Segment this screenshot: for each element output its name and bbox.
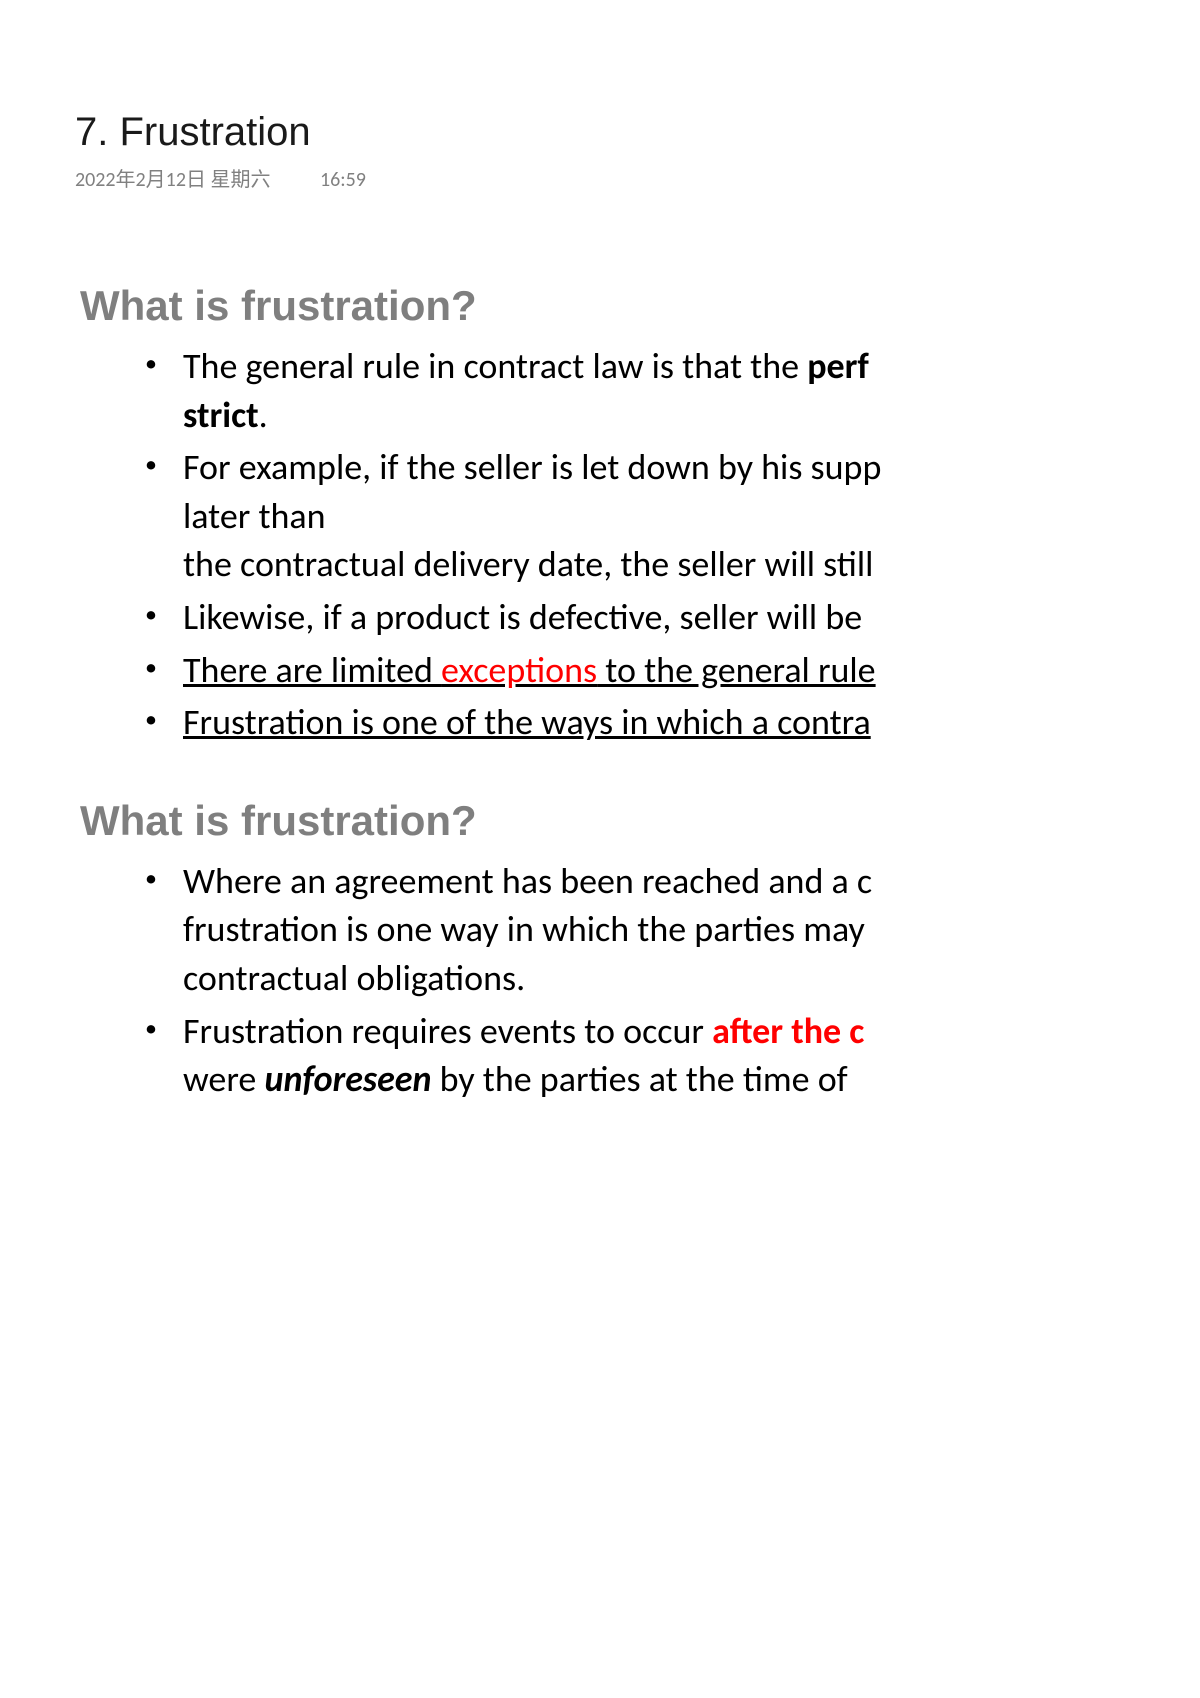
list-item: The general rule in contract law is that… — [145, 342, 1200, 439]
underline-text: There are limited exceptions to the gene… — [183, 648, 876, 692]
bold-text: strict — [183, 393, 259, 437]
text: frustration is one way in which the part… — [183, 907, 865, 951]
document-page: 7. Frustration 2022年2月12日 星期六 16:59 What… — [0, 0, 1200, 1104]
text: . — [259, 393, 268, 437]
list-item: Frustration requires events to occur aft… — [145, 1007, 1200, 1104]
bold-text: perf — [807, 344, 869, 388]
text: later than — [183, 494, 326, 538]
text: contractual obligations. — [183, 956, 525, 1000]
text: by the parties at the time of — [431, 1057, 847, 1101]
page-title: 7. Frustration — [75, 110, 1200, 155]
section-heading-1: What is frustration? — [80, 282, 1200, 330]
text: to the general rule — [597, 648, 875, 692]
text: the contractual delivery date, the selle… — [183, 542, 873, 586]
list-item: There are limited exceptions to the gene… — [145, 646, 1200, 695]
page-meta: 2022年2月12日 星期六 16:59 — [75, 163, 1200, 192]
bullet-list-2: Where an agreement has been reached and … — [75, 857, 1200, 1104]
list-item: Frustration is one of the ways in which … — [145, 698, 1200, 747]
meta-time: 16:59 — [320, 168, 366, 192]
bold-italic-text: unforeseen — [264, 1057, 431, 1101]
text: For example, if the seller is let down b… — [183, 445, 881, 489]
red-bold-text: after the c — [712, 1009, 864, 1053]
list-item: Where an agreement has been reached and … — [145, 857, 1200, 1003]
list-item: For example, if the seller is let down b… — [145, 443, 1200, 589]
text: Likewise, if a product is defective, sel… — [183, 595, 862, 639]
red-text: exceptions — [441, 648, 597, 692]
section-heading-2: What is frustration? — [80, 797, 1200, 845]
underline-text: Frustration is one of the ways in which … — [183, 700, 871, 744]
text: Where an agreement has been reached and … — [183, 859, 872, 903]
bullet-list-1: The general rule in contract law is that… — [75, 342, 1200, 747]
text: were — [183, 1057, 264, 1101]
text: Frustration requires events to occur — [183, 1009, 712, 1053]
meta-date: 2022年2月12日 星期六 — [75, 168, 270, 192]
text: The general rule in contract law is that… — [183, 344, 807, 388]
text: There are limited — [183, 648, 441, 692]
list-item: Likewise, if a product is defective, sel… — [145, 593, 1200, 642]
